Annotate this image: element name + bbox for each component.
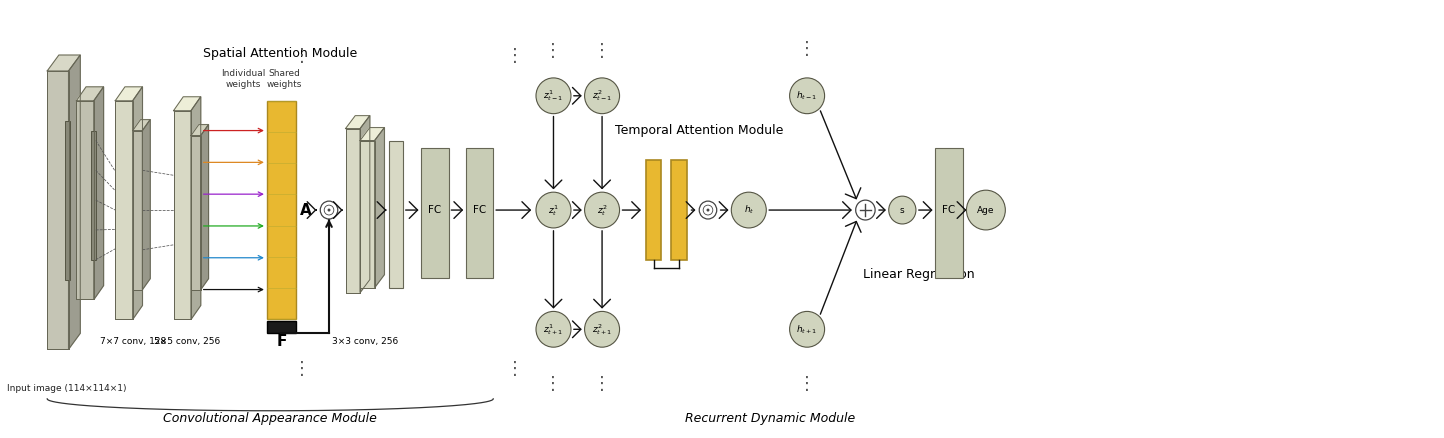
Circle shape xyxy=(706,208,709,212)
Bar xyxy=(91,131,95,260)
Polygon shape xyxy=(360,116,370,293)
Text: $z^1_t$: $z^1_t$ xyxy=(549,203,559,218)
Bar xyxy=(422,148,449,278)
Bar xyxy=(671,160,686,260)
Bar xyxy=(360,141,374,288)
Bar xyxy=(133,131,143,290)
Bar xyxy=(48,71,69,349)
Polygon shape xyxy=(133,120,150,131)
Text: $z^2_{t-1}$: $z^2_{t-1}$ xyxy=(592,88,612,103)
Text: ⋮: ⋮ xyxy=(799,40,816,58)
Text: Temporal Attention Module: Temporal Attention Module xyxy=(615,124,784,137)
Text: Convolutional Appearance Module: Convolutional Appearance Module xyxy=(163,412,377,425)
Bar xyxy=(267,101,296,319)
Bar xyxy=(390,141,403,288)
Text: $z^2_{t+1}$: $z^2_{t+1}$ xyxy=(592,322,612,337)
Polygon shape xyxy=(191,124,208,135)
Text: ⋮: ⋮ xyxy=(293,360,310,378)
Bar xyxy=(116,101,133,319)
Bar xyxy=(191,135,201,290)
Circle shape xyxy=(536,78,570,114)
Circle shape xyxy=(321,201,338,219)
Polygon shape xyxy=(94,87,104,300)
Circle shape xyxy=(585,192,619,228)
Text: ⋮: ⋮ xyxy=(544,375,563,393)
Circle shape xyxy=(888,196,915,224)
Text: s: s xyxy=(900,205,904,215)
Circle shape xyxy=(536,192,570,228)
Text: Linear Regression: Linear Regression xyxy=(864,268,975,281)
Text: $z^2_t$: $z^2_t$ xyxy=(596,203,608,218)
Text: $h_{t+1}$: $h_{t+1}$ xyxy=(797,323,817,336)
Polygon shape xyxy=(143,120,150,290)
Polygon shape xyxy=(191,97,201,319)
Text: ⋮: ⋮ xyxy=(505,47,524,65)
Text: ⋮: ⋮ xyxy=(544,42,563,60)
Circle shape xyxy=(699,201,716,219)
Text: ⋮: ⋮ xyxy=(293,47,310,65)
Circle shape xyxy=(536,311,570,347)
Text: Spatial Attention Module: Spatial Attention Module xyxy=(204,46,358,60)
Text: ⋮: ⋮ xyxy=(799,375,816,393)
Circle shape xyxy=(966,190,1005,230)
Text: Age: Age xyxy=(978,205,995,215)
Text: FC: FC xyxy=(943,205,956,215)
Bar xyxy=(77,101,94,300)
Bar xyxy=(267,321,296,333)
Circle shape xyxy=(731,192,767,228)
Text: A: A xyxy=(300,202,312,218)
Text: F: F xyxy=(276,334,286,349)
Bar xyxy=(77,101,94,300)
Bar xyxy=(345,129,360,293)
Bar xyxy=(65,120,69,279)
Text: $z^1_{t+1}$: $z^1_{t+1}$ xyxy=(543,322,563,337)
Text: Recurrent Dynamic Module: Recurrent Dynamic Module xyxy=(684,412,855,425)
Text: Shared
weights: Shared weights xyxy=(267,69,302,88)
Polygon shape xyxy=(77,87,104,101)
Circle shape xyxy=(856,200,875,220)
Bar xyxy=(48,71,69,349)
Text: FC: FC xyxy=(429,205,442,215)
Text: $h_{t-1}$: $h_{t-1}$ xyxy=(797,89,817,102)
Text: $z^1_{t-1}$: $z^1_{t-1}$ xyxy=(543,88,563,103)
Polygon shape xyxy=(133,87,143,319)
Bar xyxy=(360,141,374,288)
Polygon shape xyxy=(48,55,81,71)
Bar xyxy=(116,101,133,319)
Text: 7×7 conv, 128: 7×7 conv, 128 xyxy=(100,337,166,346)
Polygon shape xyxy=(360,127,384,141)
Circle shape xyxy=(790,311,825,347)
Text: 5×5 conv, 256: 5×5 conv, 256 xyxy=(155,337,221,346)
Bar xyxy=(173,111,191,319)
Bar xyxy=(345,129,360,293)
Text: 3×3 conv, 256: 3×3 conv, 256 xyxy=(332,337,399,346)
Text: ⋮: ⋮ xyxy=(593,375,611,393)
Text: Individual
weights: Individual weights xyxy=(221,69,266,88)
Bar xyxy=(173,111,191,319)
Text: FC: FC xyxy=(474,205,487,215)
Bar xyxy=(466,148,494,278)
Circle shape xyxy=(585,78,619,114)
Circle shape xyxy=(585,311,619,347)
Text: $h_t$: $h_t$ xyxy=(744,204,754,216)
Text: ⋮: ⋮ xyxy=(505,360,524,378)
Polygon shape xyxy=(173,97,201,111)
Text: ⋮: ⋮ xyxy=(593,42,611,60)
Polygon shape xyxy=(116,87,143,101)
Circle shape xyxy=(328,208,331,212)
Polygon shape xyxy=(374,127,384,288)
Polygon shape xyxy=(201,124,208,290)
Bar xyxy=(133,131,143,290)
Bar xyxy=(645,160,661,260)
Polygon shape xyxy=(69,55,81,349)
Text: Input image (114×114×1): Input image (114×114×1) xyxy=(7,384,127,393)
Polygon shape xyxy=(345,116,370,129)
Circle shape xyxy=(790,78,825,114)
Bar xyxy=(936,148,963,278)
Bar xyxy=(191,135,201,290)
